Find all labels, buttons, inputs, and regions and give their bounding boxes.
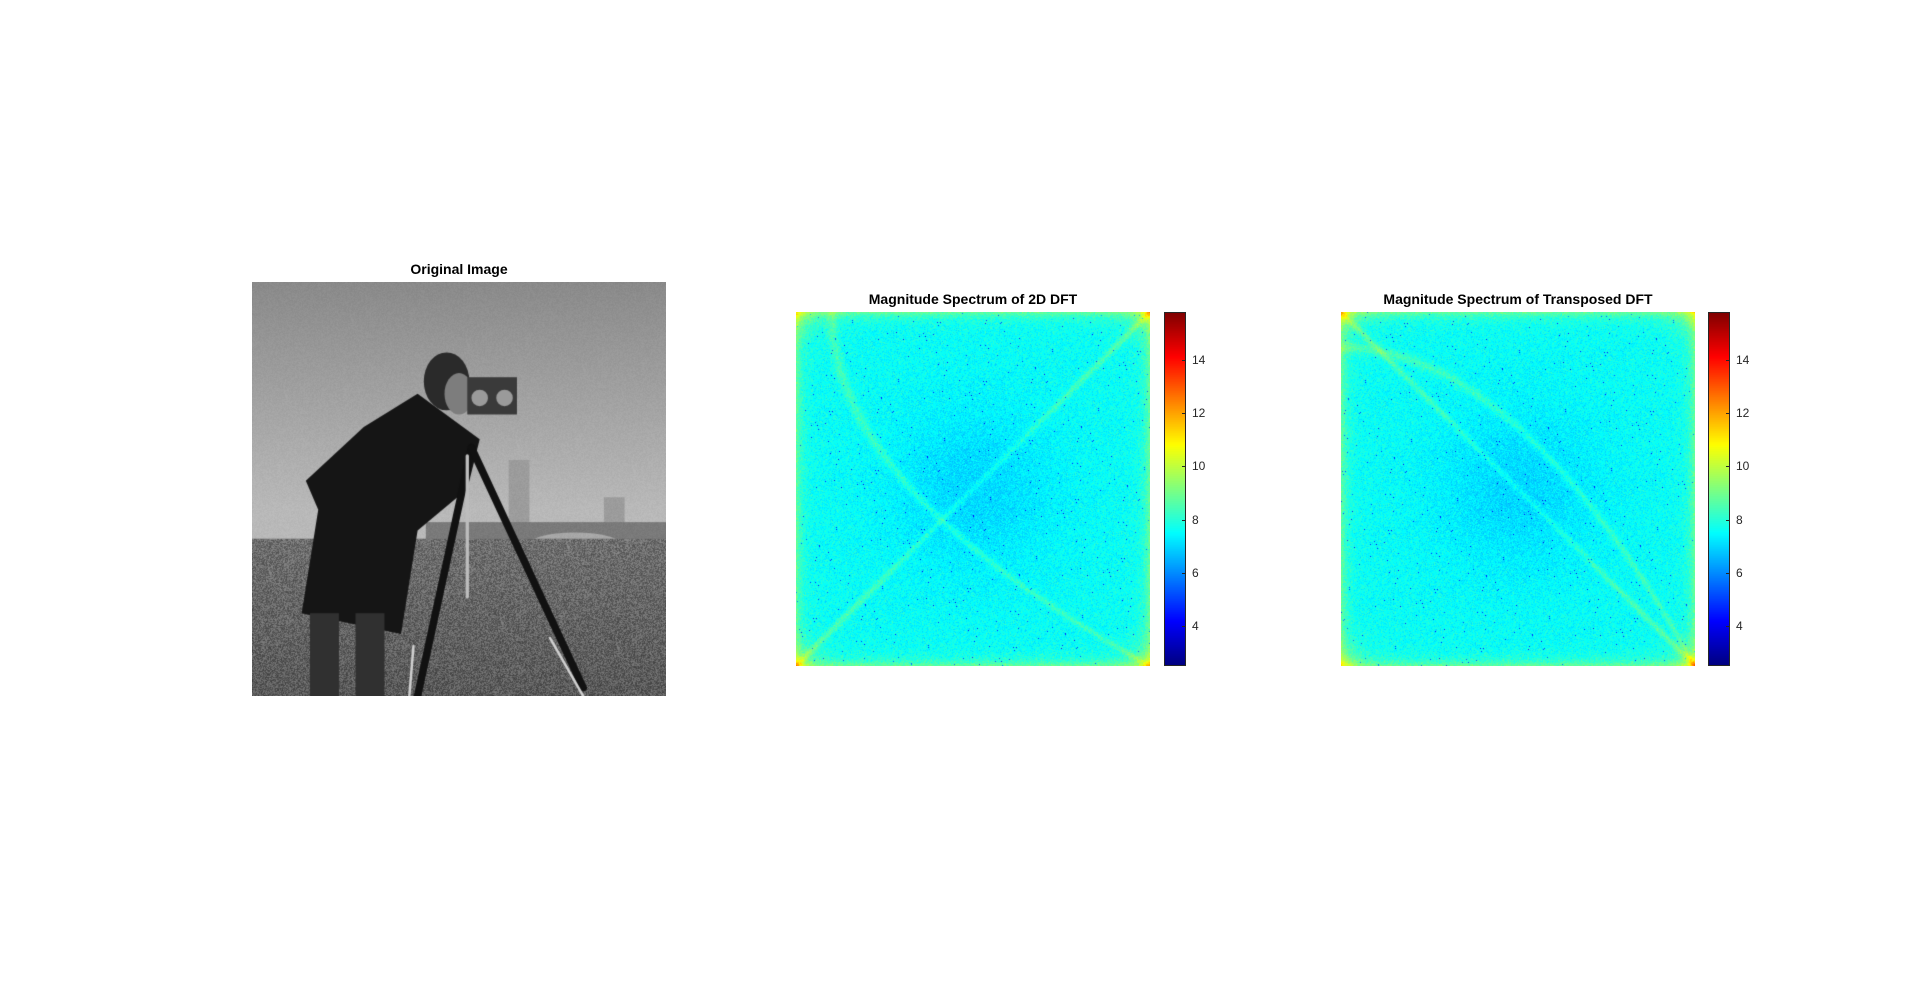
transposed-dft-colorbar-gradient bbox=[1708, 312, 1730, 666]
dft-spectrum-title: Magnitude Spectrum of 2D DFT bbox=[868, 291, 1078, 307]
dft-colorbar-tick-label: 8 bbox=[1192, 512, 1199, 527]
dft-colorbar-tick-label: 12 bbox=[1192, 406, 1206, 421]
transposed-dft-colorbar-tick-label: 4 bbox=[1736, 619, 1743, 634]
transposed-dft-colorbar-tick-label: 8 bbox=[1736, 512, 1743, 527]
transposed-dft-colorbar-tick-mark bbox=[1726, 466, 1730, 468]
dft-colorbar-tick-mark bbox=[1182, 359, 1186, 361]
transposed-dft-colorbar-tick-label: 12 bbox=[1736, 406, 1750, 421]
transposed-dft-colorbar: 4 6 8 10 12 14 bbox=[1708, 312, 1749, 666]
transposed-dft-colorbar-tick-mark bbox=[1726, 519, 1730, 521]
dft-colorbar-tick-mark bbox=[1182, 413, 1186, 415]
transposed-dft-title: Magnitude Spectrum of Transposed DFT bbox=[1383, 291, 1653, 307]
transposed-dft-colorbar-tick-mark bbox=[1726, 626, 1730, 628]
original-image-canvas bbox=[252, 282, 666, 696]
dft-spectrum-canvas bbox=[796, 312, 1150, 666]
original-image bbox=[252, 282, 666, 696]
transposed-dft-canvas bbox=[1341, 312, 1695, 666]
original-image-title: Original Image bbox=[410, 261, 508, 277]
dft-colorbar-tick-mark bbox=[1182, 519, 1186, 521]
transposed-dft-heatmap bbox=[1341, 312, 1695, 666]
transposed-dft-colorbar-tick-label: 10 bbox=[1736, 459, 1750, 474]
dft-colorbar: 4 6 8 10 12 14 bbox=[1164, 312, 1205, 666]
dft-colorbar-tick-mark bbox=[1182, 626, 1186, 628]
transposed-dft-colorbar-tick-mark bbox=[1726, 413, 1730, 415]
dft-colorbar-tick-mark bbox=[1182, 572, 1186, 574]
dft-spectrum-heatmap bbox=[796, 312, 1150, 666]
dft-colorbar-tick-label: 4 bbox=[1192, 619, 1199, 634]
dft-colorbar-tick-label: 14 bbox=[1192, 352, 1206, 367]
transposed-dft-colorbar-tick-mark bbox=[1726, 572, 1730, 574]
transposed-dft-colorbar-tick-label: 14 bbox=[1736, 352, 1750, 367]
transposed-dft-colorbar-tick-mark bbox=[1726, 359, 1730, 361]
dft-colorbar-tick-label: 10 bbox=[1192, 459, 1206, 474]
transposed-dft-colorbar-tick-label: 6 bbox=[1736, 565, 1743, 580]
dft-colorbar-tick-mark bbox=[1182, 466, 1186, 468]
dft-colorbar-tick-label: 6 bbox=[1192, 565, 1199, 580]
dft-colorbar-gradient bbox=[1164, 312, 1186, 666]
